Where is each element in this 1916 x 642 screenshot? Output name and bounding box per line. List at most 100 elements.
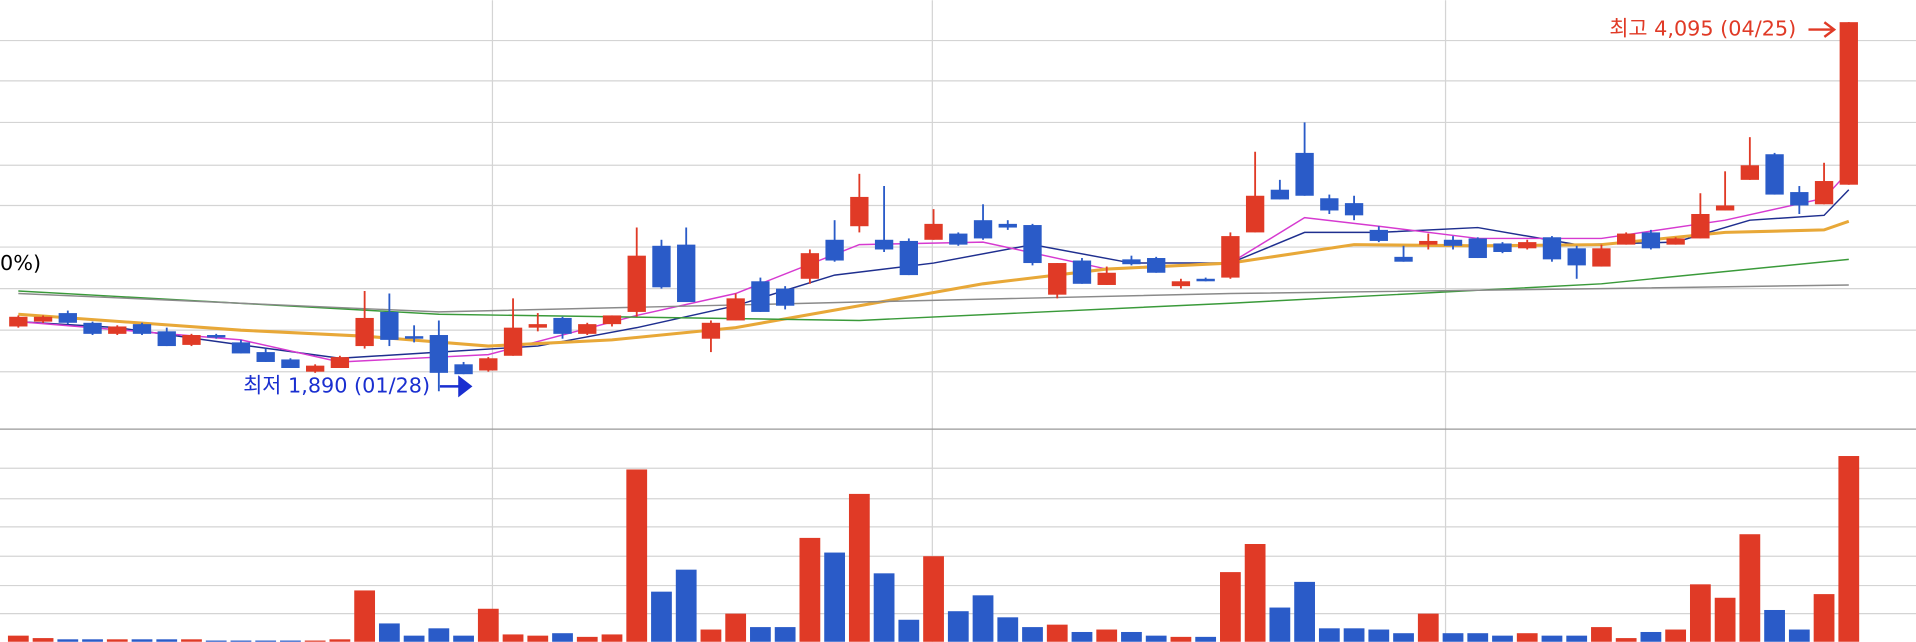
- candle-body: [1790, 192, 1809, 206]
- candle-body: [330, 357, 350, 368]
- candle-body: [503, 327, 523, 356]
- candle-body: [1270, 189, 1290, 200]
- volume-bar: [1022, 627, 1043, 642]
- volume-bar: [403, 635, 425, 642]
- left-label: 0%): [0, 251, 41, 275]
- candle-body: [1542, 237, 1562, 260]
- volume-bar: [1615, 638, 1637, 642]
- candle-body: [1245, 195, 1265, 233]
- volume-bar: [1046, 624, 1068, 642]
- volume-bar: [997, 617, 1019, 642]
- moving-average: [18, 219, 1850, 348]
- volume-bar: [750, 627, 771, 642]
- volume-bar: [1467, 633, 1489, 642]
- candle-body: [1715, 205, 1735, 211]
- candle-body: [281, 359, 300, 368]
- volume-bar: [1442, 633, 1464, 642]
- candle-body: [479, 358, 498, 371]
- candle-body: [1196, 278, 1215, 282]
- candle-body: [1122, 259, 1141, 265]
- volume-bar: [626, 469, 648, 642]
- candle-body: [973, 220, 993, 239]
- candle-body: [1666, 238, 1685, 245]
- candle-body: [1518, 242, 1537, 249]
- volume-bar: [675, 569, 697, 642]
- volume-bar: [131, 639, 153, 642]
- candle-body: [1443, 239, 1463, 246]
- volume-bar: [354, 590, 376, 642]
- candle-body: [553, 317, 572, 334]
- volume-bar: [799, 537, 821, 642]
- volume-bar: [1764, 609, 1785, 642]
- candle-body: [355, 317, 374, 347]
- candle-body: [33, 316, 53, 322]
- volume-bar: [280, 640, 301, 642]
- volume-bar: [1813, 594, 1835, 642]
- candle-body: [132, 324, 152, 334]
- candle-body: [1617, 233, 1636, 245]
- candle-body: [825, 239, 844, 261]
- volume-bar: [576, 636, 598, 642]
- volume-bar: [972, 595, 994, 642]
- candle-body: [1097, 272, 1116, 285]
- volume-bar: [57, 639, 79, 642]
- candle-body: [1320, 198, 1339, 211]
- volume-bar: [205, 640, 227, 642]
- candle-body: [874, 239, 894, 250]
- candle-body: [429, 335, 449, 373]
- volume-bar: [453, 635, 474, 642]
- candle-body: [751, 281, 770, 312]
- candle-body: [305, 365, 325, 372]
- volume-bar: [1145, 635, 1167, 642]
- volume-bar: [651, 591, 672, 642]
- candle-body: [1171, 281, 1191, 287]
- candle-body: [899, 240, 918, 276]
- candle-body: [528, 324, 547, 328]
- volume-bar: [1838, 456, 1860, 642]
- moving-average: [18, 284, 1849, 313]
- volume-bar: [1096, 629, 1118, 642]
- volume-bar: [1294, 581, 1315, 642]
- candle-body: [1468, 238, 1487, 259]
- volume-bar: [1541, 635, 1563, 642]
- candle-body: [775, 288, 795, 306]
- candle-body: [949, 233, 968, 245]
- volume-bar: [1269, 607, 1291, 642]
- volume-bar: [552, 633, 573, 642]
- candle-body: [924, 223, 943, 240]
- volume-bar: [774, 627, 796, 642]
- candle-body: [677, 244, 696, 303]
- volume-bar: [1417, 613, 1439, 642]
- volume-bar: [1591, 627, 1612, 642]
- volume-bar: [304, 640, 326, 642]
- volume-bar: [329, 639, 351, 642]
- candle-body: [207, 335, 226, 338]
- candle-body: [800, 253, 820, 279]
- volume-bar: [230, 640, 252, 642]
- candle-body: [454, 364, 473, 375]
- candle-body: [380, 311, 399, 340]
- volume-bar: [824, 552, 846, 642]
- high-arrow: [1808, 21, 1837, 38]
- candle-body: [1295, 152, 1314, 196]
- candle-body: [182, 335, 201, 345]
- candle-body: [256, 352, 275, 362]
- candle-body: [1641, 232, 1661, 249]
- volume-bar: [1492, 635, 1513, 642]
- candle-body: [108, 326, 127, 334]
- candle-body: [850, 196, 869, 227]
- candle-body: [726, 298, 745, 321]
- candle-body: [1048, 263, 1067, 295]
- candle-body: [1567, 248, 1586, 266]
- candle-body: [1839, 22, 1858, 185]
- volume-bar: [1640, 631, 1662, 642]
- volume-bar: [1368, 629, 1390, 642]
- candle-body: [1765, 154, 1784, 195]
- candle-body: [1419, 240, 1438, 245]
- volume-bar: [1689, 584, 1711, 642]
- volume-bar: [1121, 631, 1142, 642]
- volume-bar: [527, 635, 549, 642]
- volume-bar: [106, 639, 128, 642]
